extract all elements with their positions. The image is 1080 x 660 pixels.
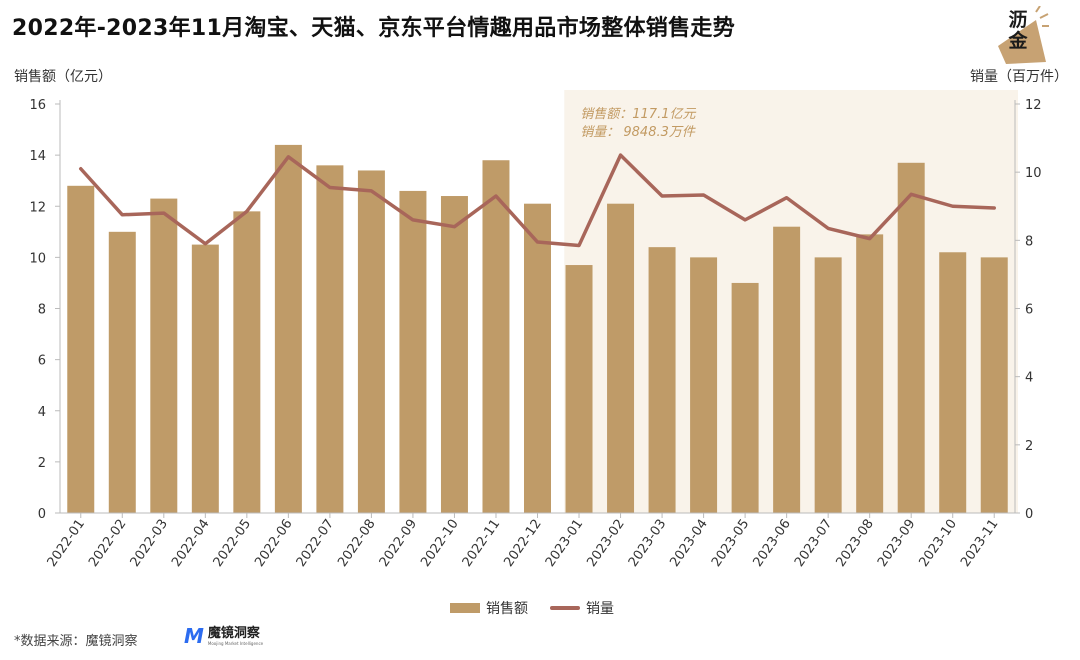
x-tick-label: 2023-05	[709, 517, 752, 570]
bar-2022-11	[482, 160, 510, 514]
bar-2023-10	[939, 252, 967, 513]
left-tick-label: 12	[29, 200, 46, 215]
bar-2022-03	[150, 198, 178, 514]
chart-title: 2022年-2023年11月淘宝、天猫、京东平台情趣用品市场整体销售走势	[12, 16, 736, 41]
left-tick-label: 2	[38, 456, 46, 471]
right-tick-label: 0	[1025, 507, 1033, 522]
bar-2022-02	[108, 231, 136, 513]
x-tick-label: 2022-07	[294, 517, 337, 570]
legend-label-sales-volume: 销量	[586, 601, 614, 617]
x-tick-label: 2023-07	[792, 517, 835, 570]
bar-2023-09	[897, 162, 925, 513]
right-tick-label: 12	[1025, 98, 1042, 113]
x-tick-label: 2022-11	[460, 517, 503, 570]
bar-2023-08	[856, 234, 884, 513]
left-tick-label: 10	[29, 251, 46, 266]
left-tick-label: 8	[38, 303, 46, 318]
bar-2023-01	[565, 265, 593, 513]
left-axis-title: 销售额（亿元）	[14, 69, 112, 85]
bar-2023-05	[731, 282, 759, 513]
x-tick-label: 2022-06	[252, 517, 295, 570]
right-axis-title: 销量（百万件）	[970, 69, 1068, 85]
bar-2022-12	[524, 203, 551, 513]
left-tick-label: 4	[38, 405, 46, 420]
logo-text-top: 沥	[1008, 9, 1028, 31]
bar-2022-08	[357, 170, 385, 513]
x-tick-label: 2023-11	[958, 517, 1001, 570]
x-tick-label: 2022-12	[501, 517, 544, 570]
annotation-sales-amount: 销售额：117.1亿元	[580, 107, 696, 122]
bar-2022-04	[191, 244, 219, 513]
x-tick-label: 2022-10	[418, 517, 461, 570]
legend-item-sales-volume: 销量	[550, 598, 614, 618]
logo-text-bottom: 金	[1008, 30, 1028, 52]
left-tick-label: 0	[38, 507, 46, 522]
bar-2022-07	[316, 165, 344, 513]
x-tick-label: 2023-08	[834, 517, 877, 570]
bar-2022-10	[440, 196, 468, 513]
right-tick-label: 8	[1025, 234, 1033, 249]
x-tick-label: 2023-06	[750, 517, 793, 570]
x-tick-label: 2023-04	[667, 517, 710, 570]
left-tick-label: 16	[29, 98, 46, 113]
x-tick-label: 2022-05	[211, 517, 254, 570]
legend-item-sales-amount: 销售额	[450, 598, 528, 618]
brand-name: 魔镜洞察	[207, 625, 260, 641]
right-tick-label: 10	[1025, 166, 1042, 181]
right-tick-label: 2	[1025, 439, 1033, 454]
bar-2023-04	[690, 257, 718, 513]
right-tick-label: 4	[1025, 371, 1033, 386]
bar-2023-07	[814, 257, 842, 513]
brand-mark-icon: M	[184, 624, 204, 648]
x-tick-label: 2022-09	[377, 517, 420, 570]
x-tick-label: 2023-03	[626, 517, 669, 570]
x-tick-label: 2023-10	[917, 517, 960, 570]
bar-2023-03	[648, 247, 676, 513]
x-tick-label: 2023-01	[543, 517, 586, 570]
brand-logo: M 魔镜洞察 Moojing Market Intelligence	[184, 624, 263, 648]
x-tick-label: 2022-08	[335, 517, 378, 570]
left-tick-label: 6	[38, 354, 46, 369]
legend-swatch-line	[550, 606, 580, 610]
x-tick-label: 2022-01	[45, 517, 88, 570]
bar-2023-06	[773, 226, 801, 513]
left-tick-label: 14	[29, 149, 46, 164]
x-tick-label: 2022-04	[169, 517, 212, 570]
bar-2023-11	[980, 257, 1008, 513]
x-tick-label: 2023-02	[584, 517, 627, 570]
bar-2022-09	[399, 190, 427, 513]
logo-text: 沥 金	[1003, 10, 1033, 52]
bar-2023-02	[607, 203, 635, 513]
bar-2022-05	[233, 211, 261, 514]
liqin-logo-icon	[998, 6, 1049, 64]
x-tick-label: 2023-09	[875, 517, 918, 570]
legend-label-sales-amount: 销售额	[486, 601, 528, 617]
annotation-sales-volume: 销量： 9848.3万件	[580, 125, 696, 140]
data-source: *数据来源：魔镜洞察	[14, 634, 138, 649]
x-tick-label: 2022-02	[86, 517, 129, 570]
bar-2022-01	[67, 185, 95, 514]
right-tick-label: 6	[1025, 303, 1033, 318]
bar-2022-06	[274, 144, 302, 513]
brand-subtitle: Moojing Market Intelligence	[207, 640, 264, 646]
legend: 销售额 销量	[450, 598, 636, 618]
x-tick-label: 2022-03	[128, 517, 171, 570]
legend-swatch-bar	[450, 603, 480, 613]
